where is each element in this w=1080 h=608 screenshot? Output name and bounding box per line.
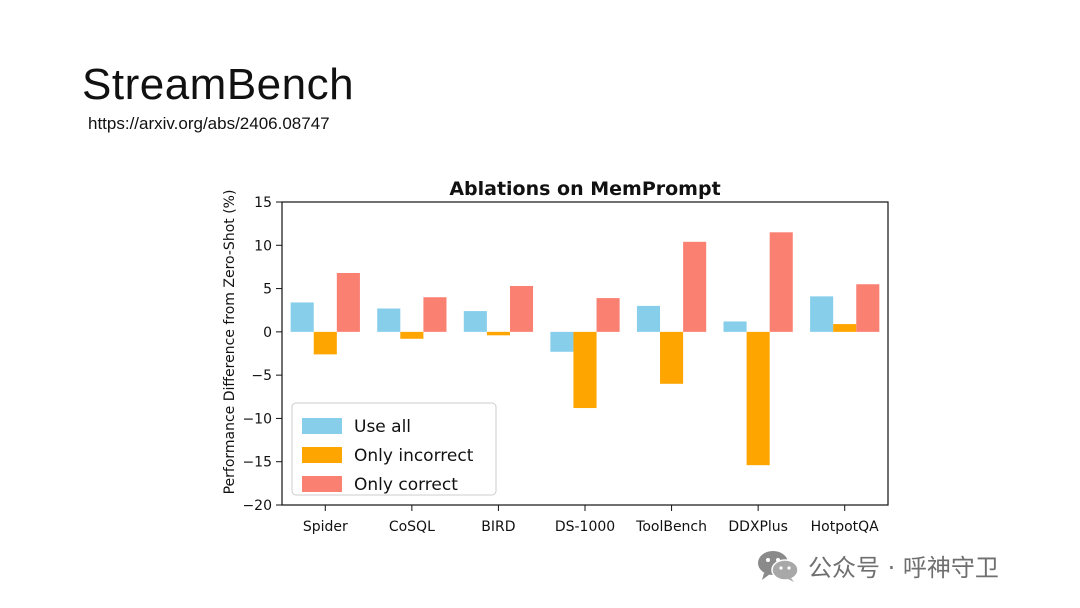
bar-only-incorrect-ds-1000 <box>573 331 597 409</box>
y-tick-label: 15 <box>254 195 272 211</box>
watermark-text: 公众号 · 呼神守卫 <box>808 554 999 582</box>
legend-label-only-incorrect: Only incorrect <box>354 446 474 466</box>
y-tick-label: −10 <box>242 411 272 427</box>
bars-group <box>290 232 880 466</box>
wechat-icon <box>758 550 799 582</box>
y-tick-label: 5 <box>263 282 272 298</box>
plot-frame <box>281 201 889 506</box>
x-axis: Spider CoSQL BIRD DS-1000 ToolBench DDXPlus Ho… <box>303 505 879 535</box>
slide-title: StreamBench <box>82 60 355 109</box>
y-axis-label: Performance Difference from Zero-Shot (%… <box>222 190 238 495</box>
bar-only-incorrect-toolbench <box>660 331 684 384</box>
legend-swatch-use-all <box>302 418 342 434</box>
bar-only-correct-bird <box>509 285 534 332</box>
legend-label-use-all: Use all <box>354 417 411 437</box>
x-tick-label: Spider <box>303 519 348 535</box>
legend-box <box>291 402 497 496</box>
bar-only-correct-spider <box>336 272 360 332</box>
bar-only-incorrect-ddxplus <box>746 331 770 466</box>
bar-use-all-ddxplus <box>723 321 747 332</box>
bar-chart: Ablations on MemPrompt Performance Diffe… <box>222 178 889 535</box>
bar-use-all-spider <box>290 302 314 332</box>
bar-use-all-cosql <box>377 308 401 332</box>
y-tick-label: 10 <box>254 238 272 254</box>
bar-only-correct-cosql <box>423 297 447 332</box>
y-axis: 15 10 5 0 −5 −10 −15 −20 <box>242 195 282 514</box>
bar-only-incorrect-cosql <box>400 331 424 339</box>
bar-only-correct-hotpotqa <box>856 284 880 332</box>
bar-only-correct-toolbench <box>683 241 707 332</box>
paper-link[interactable]: https://arxiv.org/abs/2406.08747 <box>88 114 330 133</box>
bar-only-incorrect-bird <box>486 331 510 336</box>
x-tick-label: BIRD <box>481 519 515 535</box>
legend-label-only-correct: Only correct <box>354 475 458 495</box>
y-tick-label: −15 <box>242 455 272 471</box>
bar-only-correct-ddxplus <box>769 232 793 332</box>
chart-title: Ablations on MemPrompt <box>449 178 720 200</box>
y-tick-label: 0 <box>263 325 272 341</box>
bar-use-all-ds-1000 <box>550 331 574 352</box>
bar-use-all-hotpotqa <box>810 296 834 332</box>
x-tick-label: DDXPlus <box>728 519 788 535</box>
bar-use-all-bird <box>463 311 487 332</box>
bar-only-incorrect-hotpotqa <box>833 324 857 332</box>
legend-swatch-only-correct <box>302 476 342 492</box>
bar-only-correct-ds-1000 <box>596 298 620 332</box>
bar-use-all-toolbench <box>636 305 661 332</box>
legend-swatch-only-incorrect <box>302 447 342 463</box>
bar-only-incorrect-spider <box>313 331 337 355</box>
y-tick-label: −20 <box>242 498 272 514</box>
x-tick-label: ToolBench <box>635 519 707 535</box>
x-tick-label: DS-1000 <box>555 519 615 535</box>
y-tick-label: −5 <box>251 368 272 384</box>
watermark: 公众号 · 呼神守卫 <box>756 548 999 583</box>
x-tick-label: HotpotQA <box>811 519 880 535</box>
x-tick-label: CoSQL <box>389 519 435 535</box>
legend: Use all Only incorrect Only correct <box>291 402 497 496</box>
